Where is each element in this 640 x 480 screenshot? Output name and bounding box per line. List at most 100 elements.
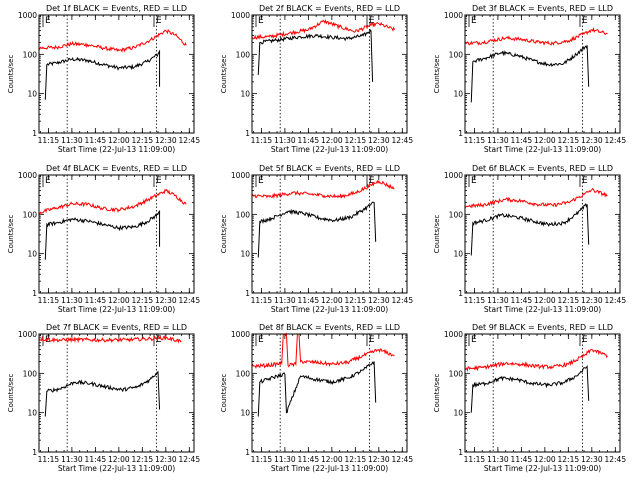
x-tick-label: 12:15: [132, 136, 154, 145]
marker-label: E: [156, 16, 162, 26]
chart-title: Det 3f BLACK = Events, RED = LLD: [472, 4, 613, 13]
y-tick-label: 100: [23, 50, 38, 59]
y-tick-label: 1: [245, 448, 250, 457]
x-tick-label: 12:00: [108, 136, 130, 145]
y-axis-label: Counts/sec: [433, 374, 441, 413]
y-tick-label: 1: [245, 129, 250, 138]
x-tick-label: 11:45: [511, 136, 533, 145]
x-tick-label: 11:45: [511, 455, 533, 464]
x-tick-label: 11:15: [464, 455, 486, 464]
x-tick-label: 12:45: [604, 136, 626, 145]
chart-title: Det 5f BLACK = Events, RED = LLD: [259, 164, 400, 173]
marker-label: E: [582, 16, 588, 26]
x-tick-label: 12:00: [534, 296, 556, 305]
plot-frame: [38, 333, 195, 453]
y-tick-label: 1: [245, 289, 250, 298]
x-tick-label: 11:15: [251, 455, 273, 464]
x-tick-label: 12:30: [581, 136, 603, 145]
x-tick-label: 12:00: [321, 296, 343, 305]
y-tick-label: 10: [453, 250, 463, 259]
series-line-lld: [464, 187, 608, 209]
chart-title: Det 9f BLACK = Events, RED = LLD: [472, 323, 613, 332]
x-tick-label: 12:45: [178, 455, 200, 464]
marker-label: E: [582, 335, 588, 345]
x-tick-label: 11:15: [38, 136, 60, 145]
x-tick-label: 11:45: [298, 136, 320, 145]
marker-label: E: [258, 335, 264, 345]
y-axis-label: Counts/sec: [220, 374, 228, 413]
x-tick-label: 11:30: [487, 296, 509, 305]
plot-frame: [464, 174, 621, 294]
y-tick-label: 10: [27, 409, 37, 418]
marker-label: E: [471, 176, 477, 186]
y-tick-label: 100: [449, 50, 464, 59]
y-tick-label: 1: [458, 289, 463, 298]
y-tick-label: 1000: [444, 330, 463, 339]
x-tick-label: 11:30: [274, 136, 296, 145]
y-tick-label: 100: [236, 210, 251, 219]
plot-frame: [251, 333, 408, 453]
y-axis-label: Counts/sec: [220, 215, 228, 254]
marker-label: E: [471, 335, 477, 345]
x-tick-label: 11:15: [251, 136, 273, 145]
x-tick-label: 11:45: [298, 296, 320, 305]
x-axis-label: Start Time (22-Jul-13 11:09:00): [271, 305, 388, 314]
chart-title: Det 4f BLACK = Events, RED = LLD: [46, 164, 187, 173]
series-line-lld: [464, 349, 608, 373]
marker-label: E: [45, 335, 51, 345]
series-line-events: [44, 370, 161, 417]
x-tick-label: 12:45: [178, 296, 200, 305]
x-tick-label: 11:30: [487, 136, 509, 145]
x-axis-label: Start Time (22-Jul-13 11:09:00): [58, 305, 175, 314]
x-axis-label: Start Time (22-Jul-13 11:09:00): [484, 305, 601, 314]
y-tick-label: 10: [27, 90, 37, 99]
plot-frame: [464, 14, 621, 134]
x-tick-label: 12:45: [604, 455, 626, 464]
chart-title: Det 1f BLACK = Events, RED = LLD: [46, 4, 187, 13]
x-tick-label: 12:45: [391, 296, 413, 305]
chart-title: Det 6f BLACK = Events, RED = LLD: [472, 164, 613, 173]
chart-panel-7: Det 7f BLACK = Events, RED = LLD Counts/s…: [7, 323, 200, 473]
x-tick-label: 12:30: [368, 296, 390, 305]
marker-label: E: [369, 176, 375, 186]
x-tick-label: 11:15: [38, 296, 60, 305]
series-line-lld: [38, 335, 182, 344]
y-axis-label: Counts/sec: [433, 55, 441, 94]
y-tick-label: 1000: [444, 171, 463, 180]
x-tick-label: 12:30: [368, 455, 390, 464]
marker-label: E: [369, 335, 375, 345]
chart-panel-1: Det 1f BLACK = Events, RED = LLD Counts/s…: [7, 4, 200, 154]
x-tick-label: 11:30: [487, 455, 509, 464]
y-tick-label: 1000: [18, 171, 37, 180]
marker-label: E: [471, 16, 477, 26]
y-tick-label: 100: [23, 369, 38, 378]
y-tick-label: 10: [240, 250, 250, 259]
x-axis-label: Start Time (22-Jul-13 11:09:00): [484, 464, 601, 473]
y-tick-label: 1: [32, 289, 37, 298]
x-tick-label: 11:45: [511, 296, 533, 305]
x-tick-label: 12:45: [391, 455, 413, 464]
y-tick-label: 100: [449, 210, 464, 219]
chart-title: Det 2f BLACK = Events, RED = LLD: [259, 4, 400, 13]
x-tick-label: 12:45: [604, 296, 626, 305]
chart-panel-4: Det 4f BLACK = Events, RED = LLD Counts/s…: [7, 164, 200, 314]
x-tick-label: 11:30: [61, 136, 83, 145]
marker-label: E: [258, 16, 264, 26]
series-line-lld: [38, 188, 187, 216]
y-tick-label: 1: [32, 129, 37, 138]
y-tick-label: 1: [458, 129, 463, 138]
x-tick-label: 12:30: [155, 455, 177, 464]
x-tick-label: 12:00: [108, 455, 130, 464]
x-tick-label: 12:30: [581, 455, 603, 464]
y-tick-label: 1000: [231, 171, 250, 180]
chart-panel-2: Det 2f BLACK = Events, RED = LLD Counts/s…: [220, 4, 413, 154]
x-axis-label: Start Time (22-Jul-13 11:09:00): [271, 145, 388, 154]
series-line-events: [44, 49, 161, 100]
series-line-lld: [464, 26, 608, 46]
chart-panel-5: Det 5f BLACK = Events, RED = LLD Counts/s…: [220, 164, 413, 314]
y-tick-label: 100: [449, 369, 464, 378]
y-axis-label: Counts/sec: [7, 374, 15, 413]
x-tick-label: 11:30: [274, 296, 296, 305]
y-tick-label: 1000: [231, 330, 250, 339]
y-axis-label: Counts/sec: [7, 55, 15, 94]
